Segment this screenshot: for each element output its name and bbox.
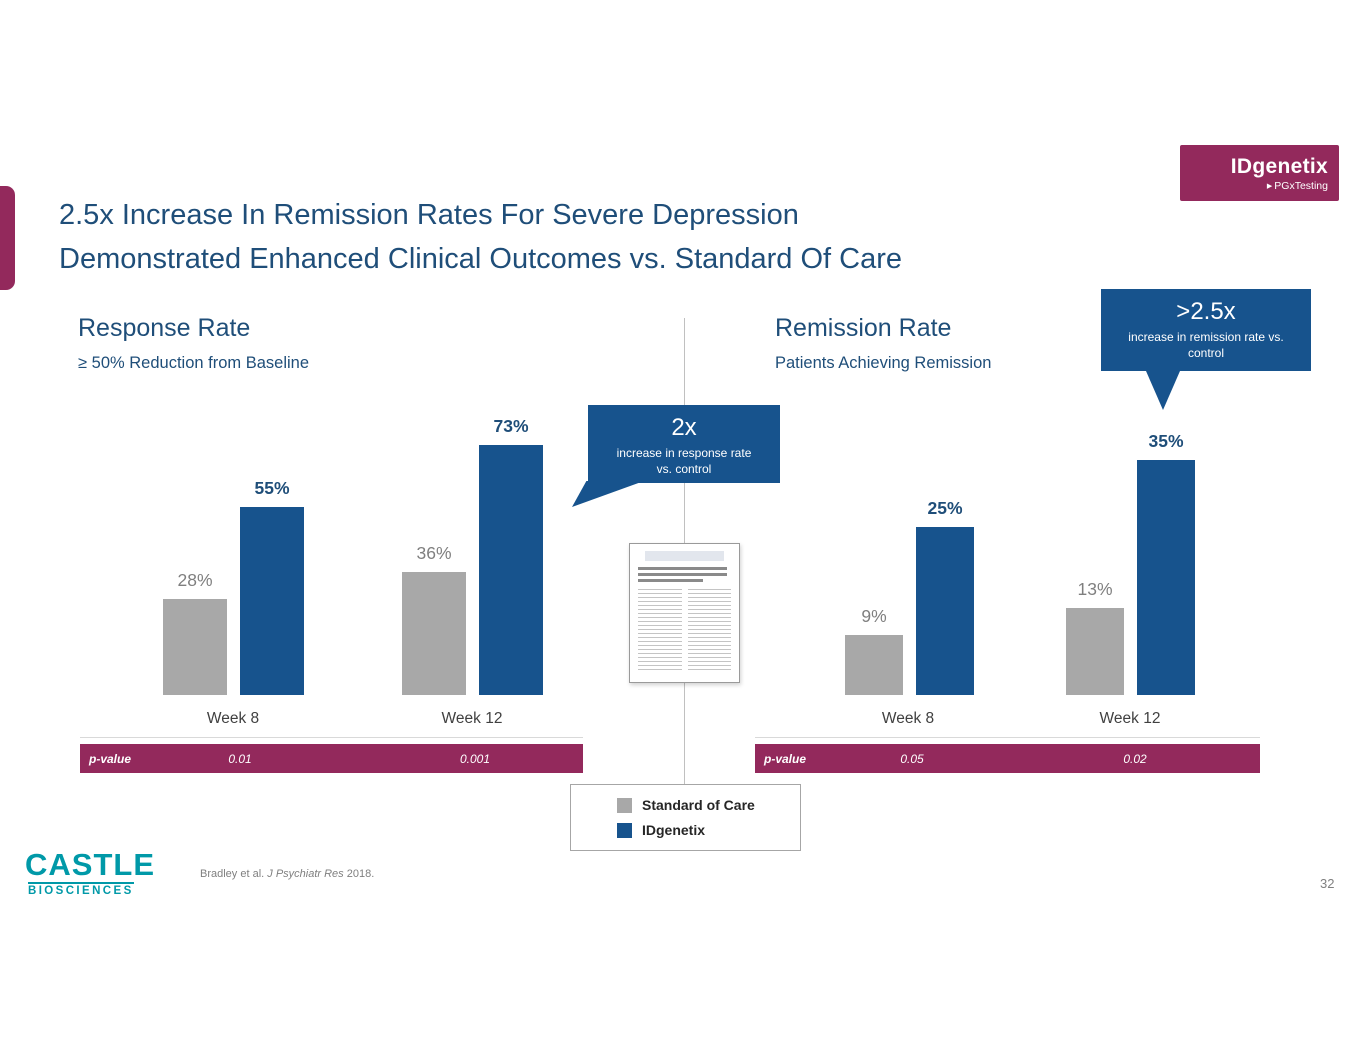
response-week12-pvalue: 0.001	[459, 752, 491, 766]
remission-week8-idgenetix-bar: 25%	[916, 400, 974, 695]
remission-callout-line1: increase in remission rate vs.	[1128, 330, 1284, 344]
remission-week12-label: Week 12	[1099, 710, 1161, 727]
slide-title-line1: 2.5x Increase In Remission Rates For Sev…	[59, 199, 799, 231]
remission-pvalue-band: p-value 0.05 0.02	[755, 744, 1260, 773]
response-week12-idgenetix-bar: 73%	[479, 400, 543, 695]
bar-value-label: 25%	[927, 498, 963, 518]
bar-value-label: 35%	[1148, 431, 1184, 451]
idgenetix-logo: IDgenetix ▶ PGxTesting	[1180, 145, 1339, 201]
remission-callout: >2.5x increase in remission rate vs. con…	[1101, 289, 1311, 410]
slide-title: 2.5x Increase In Remission Rates For Sev…	[59, 194, 902, 281]
castle-logo-subtext: BIOSCIENCES	[28, 882, 134, 897]
remission-chart-baseline	[755, 737, 1260, 738]
legend-item-standard-of-care: Standard of Care	[617, 797, 800, 813]
bar	[240, 507, 304, 695]
triangle-arrow-icon: ▶	[1266, 182, 1273, 190]
bar	[402, 572, 466, 695]
response-week12-soc-bar: 36%	[402, 400, 466, 695]
idgenetix-label: IDgenetix	[642, 822, 706, 838]
response-rate-title: Response Rate	[78, 314, 251, 342]
standard-of-care-swatch	[617, 797, 632, 813]
journal-article-thumbnail	[629, 543, 740, 683]
remission-rate-header: Remission Rate Patients Achieving Remiss…	[775, 314, 991, 373]
bar	[479, 445, 543, 695]
response-rate-chart: 28% 55% 36% 73%	[80, 400, 585, 695]
response-callout-headline: 2x	[671, 414, 697, 441]
article-title-placeholder	[638, 579, 704, 582]
bar-value-label: 55%	[254, 478, 290, 498]
remission-callout-headline: >2.5x	[1176, 298, 1236, 325]
response-week8-label: Week 8	[206, 710, 260, 727]
remission-week8-label: Week 8	[881, 710, 935, 727]
article-title-placeholder	[638, 573, 728, 576]
remission-rate-chart: 9% 25% 13% 35%	[755, 400, 1260, 695]
remission-week8-pvalue: 0.05	[900, 752, 924, 766]
idgenetix-swatch	[617, 822, 632, 838]
bar-value-label: 13%	[1077, 579, 1113, 599]
remission-week12-pvalue: 0.02	[1123, 752, 1147, 766]
article-body-placeholder	[638, 589, 731, 673]
chart-legend: Standard of Care IDgenetix	[570, 784, 801, 851]
response-callout-line1: increase in response rate	[616, 446, 752, 460]
castle-logo-wordmark: CASTLE	[25, 847, 155, 882]
response-callout-text: increase in response rate vs. control	[588, 445, 780, 477]
bar	[1066, 608, 1124, 695]
response-callout-line2: vs. control	[656, 462, 712, 477]
remission-callout-line2: control	[1187, 346, 1225, 361]
pvalue-label: p-value	[89, 752, 132, 766]
response-chart-baseline	[80, 737, 583, 738]
standard-of-care-label: Standard of Care	[642, 797, 755, 813]
callout-pointer-icon	[1146, 371, 1180, 410]
response-pvalue-band: p-value 0.01 0.001	[80, 744, 583, 773]
bar-value-label: 73%	[493, 416, 529, 436]
bar	[845, 635, 903, 695]
response-week8-pvalue: 0.01	[228, 752, 252, 766]
bar	[163, 599, 227, 695]
response-week12-label: Week 12	[441, 710, 503, 727]
legend-item-idgenetix: IDgenetix	[617, 822, 800, 838]
pvalue-label: p-value	[764, 752, 807, 766]
citation-year: 2018.	[346, 868, 375, 880]
bar	[1137, 460, 1195, 695]
citation-authors: Bradley et al.	[200, 868, 265, 880]
response-week8-soc-bar: 28%	[163, 400, 227, 695]
remission-callout-text: increase in remission rate vs. control	[1101, 329, 1311, 361]
article-column-placeholder	[687, 589, 731, 673]
slide-accent-tab	[0, 186, 15, 290]
bar-value-label: 36%	[416, 543, 452, 563]
citation-journal: J Psychiatr Res	[267, 868, 344, 880]
remission-rate-subtitle: Patients Achieving Remission	[775, 354, 992, 372]
remission-week12-idgenetix-bar: 35%	[1137, 400, 1195, 695]
page-number: 32	[1320, 876, 1335, 891]
slide-title-line2: Demonstrated Enhanced Clinical Outcomes …	[59, 242, 903, 275]
article-title-placeholder	[638, 567, 728, 570]
remission-week8-soc-bar: 9%	[845, 400, 903, 695]
response-callout: 2x increase in response rate vs. control	[572, 405, 780, 507]
journal-header-placeholder	[644, 551, 725, 561]
response-rate-header: Response Rate ≥ 50% Reduction from Basel…	[78, 314, 309, 373]
article-column-placeholder	[638, 589, 682, 673]
idgenetix-logo-wordmark: IDgenetix	[1230, 154, 1328, 178]
idgenetix-logo-tagline: ▶ PGxTesting	[1267, 180, 1328, 192]
response-week8-idgenetix-bar: 55%	[240, 400, 304, 695]
bar-value-label: 9%	[861, 606, 887, 626]
bar	[916, 527, 974, 695]
citation: Bradley et al. J Psychiatr Res 2018.	[200, 868, 374, 880]
response-rate-subtitle: ≥ 50% Reduction from Baseline	[78, 354, 310, 372]
bar-value-label: 28%	[177, 570, 213, 590]
remission-rate-title: Remission Rate	[775, 314, 952, 342]
remission-week12-soc-bar: 13%	[1066, 400, 1124, 695]
idgenetix-logo-tagline-text: PGxTesting	[1274, 179, 1328, 192]
castle-biosciences-logo: CASTLE BIOSCIENCES	[25, 849, 155, 899]
